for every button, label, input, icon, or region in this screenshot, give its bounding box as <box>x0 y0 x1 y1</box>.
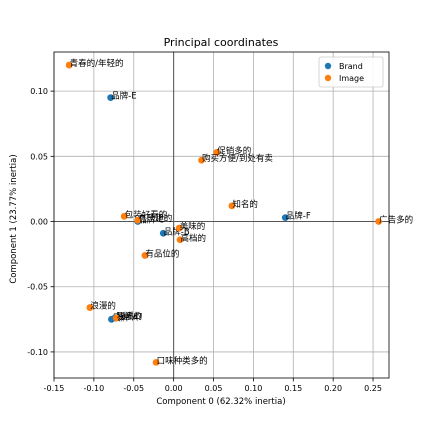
data-point <box>375 218 383 225</box>
data-point-label: 浪漫的 <box>90 301 116 312</box>
data-point-label: 易嚼的 <box>117 311 143 322</box>
data-point <box>198 156 205 164</box>
data-point <box>65 61 73 69</box>
data-point <box>141 252 149 259</box>
data-point <box>159 229 167 237</box>
data-point <box>213 149 221 156</box>
data-point-label: 有乐趣的 <box>138 213 172 224</box>
data-point <box>120 212 128 220</box>
data-point <box>86 304 94 311</box>
data-point <box>281 214 289 222</box>
data-point-label: 品牌-C <box>138 215 164 226</box>
data-point-label: 促销多的 <box>217 145 251 156</box>
data-point-label: 美味的 <box>180 221 206 232</box>
x-tick-label: 0.25 <box>364 384 382 393</box>
x-tick-label: 0.00 <box>165 384 183 393</box>
data-point <box>112 314 120 322</box>
data-point <box>134 216 142 224</box>
data-point-label: 品牌-A <box>112 312 138 323</box>
data-point <box>107 94 115 102</box>
y-tick-label: 0.00 <box>30 218 48 227</box>
data-point-label: 品牌-D <box>115 311 142 322</box>
chart-title: Principal coordinates <box>164 36 279 49</box>
data-point-label: 品牌-B <box>164 226 190 237</box>
y-tick-label: -0.05 <box>27 283 48 292</box>
y-tick-label: 0.10 <box>30 87 48 96</box>
x-tick-label: -0.05 <box>123 384 144 393</box>
x-axis-label: Component 0 (62.32% inertia) <box>156 397 285 407</box>
data-point <box>152 358 160 366</box>
data-point-label: 品牌-E <box>111 91 136 102</box>
data-point <box>175 224 183 232</box>
data-point <box>176 236 184 244</box>
data-point-label: 青春的/年轻的 <box>70 58 124 69</box>
x-tick-label: -0.15 <box>44 384 65 393</box>
y-tick-label: 0.05 <box>30 152 48 161</box>
data-point-label: 知名的 <box>232 199 258 210</box>
x-tick-label: -0.10 <box>84 384 105 393</box>
x-tick-label: 0.10 <box>244 384 262 393</box>
legend-box <box>318 56 384 88</box>
legend-marker <box>324 62 332 70</box>
data-point-label: 包装好看的 <box>125 209 168 220</box>
legend-label: Image <box>339 74 364 83</box>
legend-marker <box>324 74 332 82</box>
plot-frame <box>53 51 390 379</box>
data-point-label: 有品位的 <box>145 248 179 259</box>
data-point-label: 购买方便/到处有卖 <box>202 153 273 164</box>
plot-area: -0.15 -0.10 -0.05 0.00 0.05 0.10 0.15 0.20 0.25 -… <box>27 51 413 393</box>
data-point-label: 广告多的 <box>379 215 413 226</box>
data-point <box>228 202 236 210</box>
x-tick-label: 0.20 <box>324 384 342 393</box>
data-point-label: 高档的 <box>181 233 207 244</box>
data-point-label: 品牌-F <box>286 211 311 222</box>
data-point-label: 口味种类多的 <box>157 355 208 366</box>
legend-label: Brand <box>339 62 363 71</box>
y-axis-label: Component 1 (23.77% inertia) <box>9 154 19 283</box>
y-tick-label: -0.10 <box>27 348 48 357</box>
x-tick-label: 0.05 <box>205 384 223 393</box>
x-tick-label: 0.15 <box>284 384 302 393</box>
